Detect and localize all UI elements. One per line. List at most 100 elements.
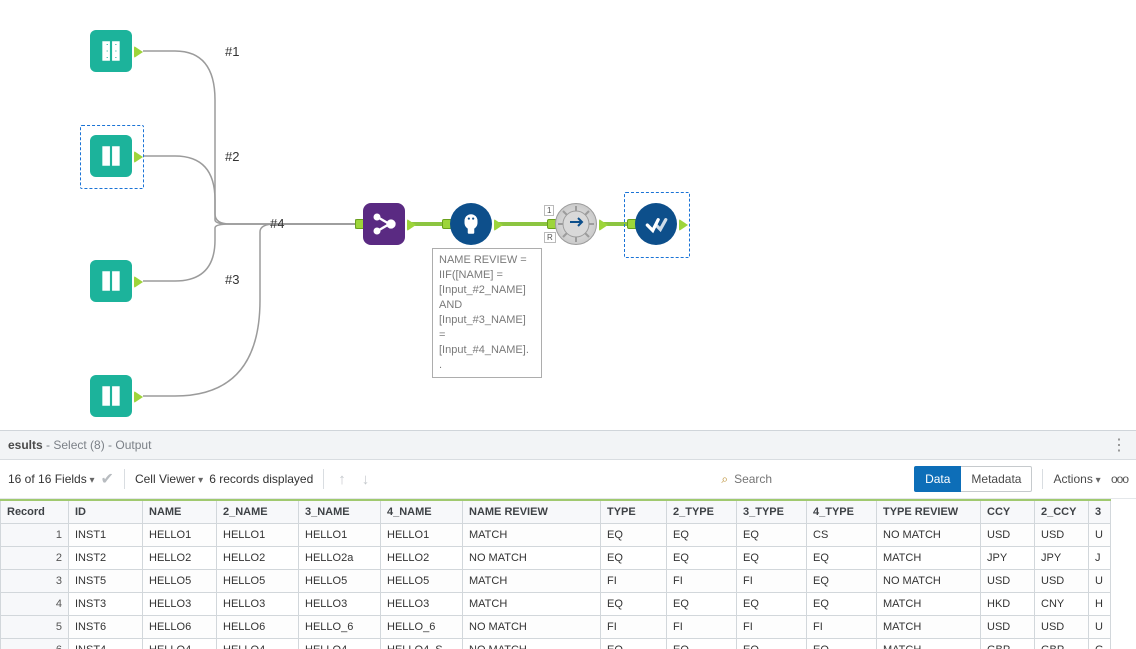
cell[interactable]: HELLO6 xyxy=(217,616,299,639)
cell[interactable]: 3 xyxy=(1,570,69,593)
out-anchor[interactable] xyxy=(134,151,143,163)
cell[interactable]: MATCH xyxy=(877,547,981,570)
union-tool[interactable] xyxy=(363,203,405,245)
cell[interactable]: USD xyxy=(981,524,1035,547)
cellviewer-dropdown[interactable]: Cell Viewer xyxy=(135,472,203,486)
cell[interactable]: 1 xyxy=(1,524,69,547)
cell[interactable]: HELLO1 xyxy=(217,524,299,547)
cell[interactable]: INST3 xyxy=(69,593,143,616)
column-header[interactable]: 2_CCY xyxy=(1035,500,1089,524)
overflow-icon[interactable]: ooo xyxy=(1109,472,1128,486)
cell[interactable]: USD xyxy=(1035,616,1089,639)
formula-tool[interactable] xyxy=(450,203,492,245)
fields-dropdown[interactable]: 16 of 16 Fields xyxy=(8,472,95,486)
cell[interactable]: USD xyxy=(1035,570,1089,593)
next-record-button[interactable]: ↓ xyxy=(358,471,374,488)
cell[interactable]: HELLO4 xyxy=(299,639,381,649)
cell[interactable]: NO MATCH xyxy=(877,524,981,547)
cell[interactable]: EQ xyxy=(667,593,737,616)
cell[interactable]: HELLO3 xyxy=(381,593,463,616)
panel-menu-icon[interactable]: ⋮ xyxy=(1111,435,1128,455)
cell[interactable]: EQ xyxy=(601,547,667,570)
cell[interactable]: HELLO3 xyxy=(143,593,217,616)
cell[interactable]: HELLO1 xyxy=(381,524,463,547)
cell[interactable]: MATCH xyxy=(877,616,981,639)
input-tool-3[interactable] xyxy=(90,260,132,302)
cell[interactable]: H xyxy=(1089,593,1111,616)
cell[interactable]: 6 xyxy=(1,639,69,649)
metadata-tab[interactable]: Metadata xyxy=(961,466,1032,492)
out-anchor[interactable] xyxy=(679,219,688,231)
cell[interactable]: EQ xyxy=(737,524,807,547)
cell[interactable]: HELLO_6 xyxy=(299,616,381,639)
cell[interactable]: FI xyxy=(601,616,667,639)
cell[interactable]: HELLO2 xyxy=(381,547,463,570)
out-anchor[interactable] xyxy=(134,276,143,288)
cell[interactable]: EQ xyxy=(601,593,667,616)
out-anchor[interactable] xyxy=(407,219,416,231)
table-row[interactable]: 4INST3HELLO3HELLO3HELLO3HELLO3MATCHEQEQE… xyxy=(1,593,1111,616)
cell[interactable]: G xyxy=(1089,639,1111,649)
cell[interactable]: EQ xyxy=(737,547,807,570)
cell[interactable]: INST4 xyxy=(69,639,143,649)
cell[interactable]: HELLO2 xyxy=(143,547,217,570)
cell[interactable]: INST5 xyxy=(69,570,143,593)
cell[interactable]: CNY xyxy=(1035,593,1089,616)
table-row[interactable]: 5INST6HELLO6HELLO6HELLO_6HELLO_6NO MATCH… xyxy=(1,616,1111,639)
column-header[interactable]: 3 xyxy=(1089,500,1111,524)
cell[interactable]: NO MATCH xyxy=(463,639,601,649)
column-header[interactable]: NAME REVIEW xyxy=(463,500,601,524)
column-header[interactable]: 3_TYPE xyxy=(737,500,807,524)
cell[interactable]: EQ xyxy=(667,524,737,547)
cell[interactable]: MATCH xyxy=(463,593,601,616)
cell[interactable]: HELLO1 xyxy=(143,524,217,547)
workflow-canvas[interactable]: #1 #2 #3 #4 NAME REVIEW = IIF([NAME] = [… xyxy=(0,0,1136,430)
cell[interactable]: HELLO1 xyxy=(299,524,381,547)
input-tool-1[interactable] xyxy=(90,30,132,72)
cell[interactable]: FI xyxy=(667,570,737,593)
results-grid[interactable]: RecordIDNAME2_NAME3_NAME4_NAMENAME REVIE… xyxy=(0,499,1111,649)
column-header[interactable]: 3_NAME xyxy=(299,500,381,524)
cell[interactable]: EQ xyxy=(667,547,737,570)
cell[interactable]: INST1 xyxy=(69,524,143,547)
out-anchor[interactable] xyxy=(134,46,143,58)
cell[interactable]: U xyxy=(1089,524,1111,547)
cell[interactable]: NO MATCH xyxy=(463,616,601,639)
column-header[interactable]: TYPE REVIEW xyxy=(877,500,981,524)
actions-dropdown[interactable]: Actions xyxy=(1053,472,1100,486)
cell[interactable]: EQ xyxy=(737,593,807,616)
cell[interactable]: FI xyxy=(737,616,807,639)
cell[interactable]: USD xyxy=(1035,524,1089,547)
search-input[interactable] xyxy=(732,471,896,487)
cell[interactable]: JPY xyxy=(1035,547,1089,570)
cell[interactable]: HELLO4_S xyxy=(381,639,463,649)
check-icon[interactable]: ✔ xyxy=(101,469,114,489)
column-header[interactable]: CCY xyxy=(981,500,1035,524)
cell[interactable]: INST2 xyxy=(69,547,143,570)
column-header[interactable]: NAME xyxy=(143,500,217,524)
cell[interactable]: HELLO6 xyxy=(143,616,217,639)
cell[interactable]: HELLO2 xyxy=(217,547,299,570)
column-header[interactable]: ID xyxy=(69,500,143,524)
cell[interactable]: EQ xyxy=(807,593,877,616)
cell[interactable]: GBP xyxy=(981,639,1035,649)
select-tool[interactable] xyxy=(555,203,597,245)
input-tool-2[interactable] xyxy=(90,135,132,177)
cell[interactable]: EQ xyxy=(601,639,667,649)
browse-tool[interactable] xyxy=(635,203,677,245)
cell[interactable]: EQ xyxy=(807,639,877,649)
cell[interactable]: HELLO5 xyxy=(217,570,299,593)
data-tab[interactable]: Data xyxy=(914,466,961,492)
cell[interactable]: USD xyxy=(981,616,1035,639)
cell[interactable]: HELLO4 xyxy=(143,639,217,649)
cell[interactable]: FI xyxy=(807,616,877,639)
column-header[interactable]: 4_NAME xyxy=(381,500,463,524)
input-tool-4[interactable] xyxy=(90,375,132,417)
column-header[interactable]: 2_TYPE xyxy=(667,500,737,524)
cell[interactable]: HELLO2a xyxy=(299,547,381,570)
cell[interactable]: INST6 xyxy=(69,616,143,639)
cell[interactable]: HELLO4 xyxy=(217,639,299,649)
cell[interactable]: FI xyxy=(601,570,667,593)
cell[interactable]: U xyxy=(1089,570,1111,593)
cell[interactable]: MATCH xyxy=(463,524,601,547)
